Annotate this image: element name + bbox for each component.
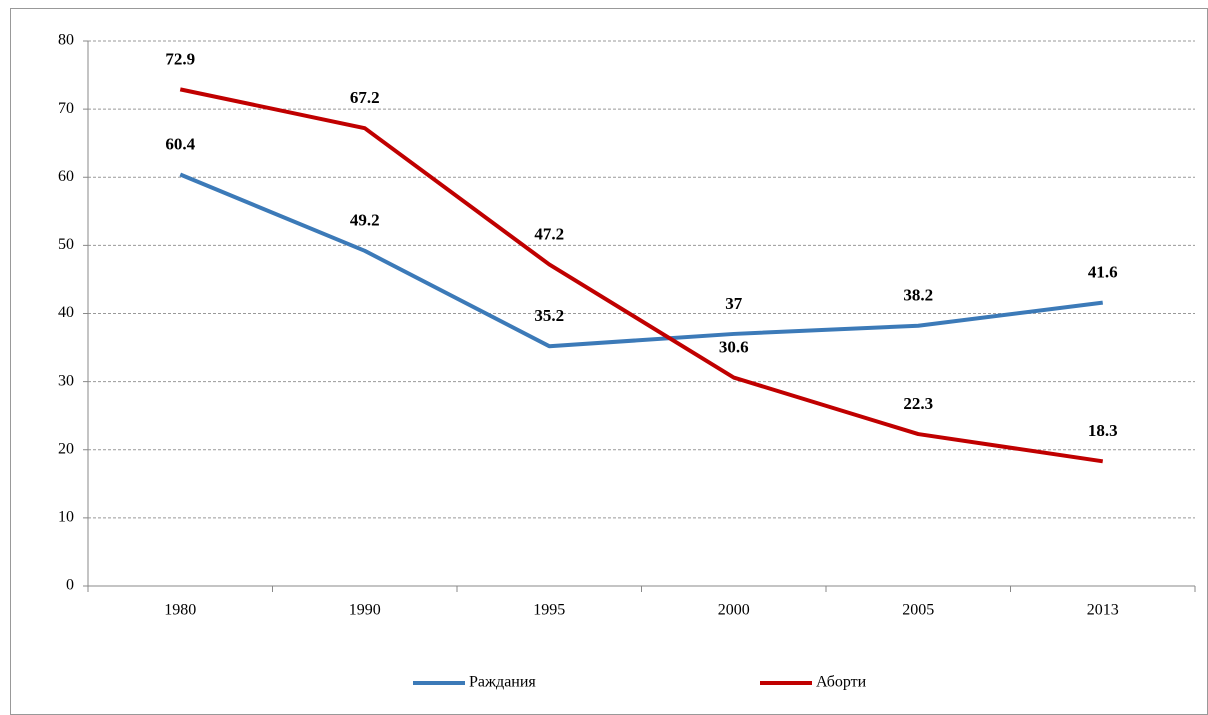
data-label: 72.9	[165, 49, 195, 68]
y-tick-label: 60	[58, 168, 74, 185]
legend-label: Раждания	[469, 674, 536, 691]
y-tick-label: 40	[58, 304, 74, 321]
y-tick-label: 10	[58, 509, 74, 526]
data-label: 35.2	[534, 306, 564, 325]
data-label: 60.4	[165, 134, 195, 153]
data-label: 37	[725, 294, 743, 313]
x-tick-label: 1995	[533, 602, 565, 619]
y-tick-label: 0	[66, 577, 74, 594]
y-tick-label: 50	[58, 236, 74, 253]
data-label: 49.2	[350, 211, 380, 230]
data-label: 38.2	[903, 286, 933, 305]
x-tick-label: 1990	[349, 602, 381, 619]
y-tick-label: 30	[58, 372, 74, 389]
legend-label: Аборти	[816, 674, 867, 691]
data-label: 18.3	[1088, 421, 1118, 440]
y-tick-label: 20	[58, 440, 74, 457]
series-line	[179, 87, 1104, 464]
data-label: 41.6	[1088, 263, 1118, 282]
series-line	[179, 172, 1103, 349]
x-tick-label: 2013	[1087, 602, 1119, 619]
y-tick-label: 80	[58, 32, 74, 49]
data-label: 22.3	[903, 394, 933, 413]
chart-frame	[10, 8, 1208, 715]
x-tick-label: 1980	[164, 602, 196, 619]
y-tick-label: 70	[58, 100, 74, 117]
x-tick-label: 2005	[902, 602, 934, 619]
x-tick-label: 2000	[718, 602, 750, 619]
data-label: 30.6	[719, 337, 749, 356]
data-label: 47.2	[534, 224, 564, 243]
data-label: 67.2	[350, 88, 380, 107]
